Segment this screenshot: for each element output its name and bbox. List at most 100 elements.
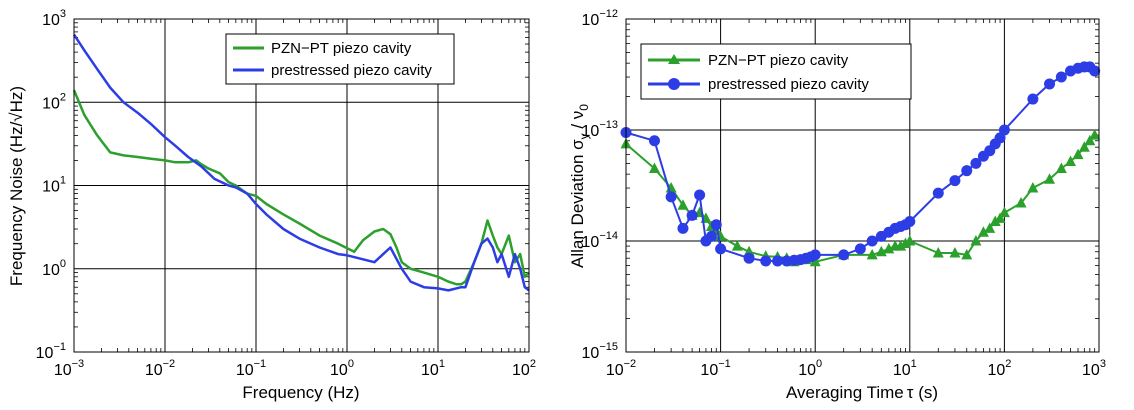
allan-point-prestressed	[772, 255, 784, 267]
allan-point-pzn	[1065, 155, 1077, 167]
allan-point-prestressed	[809, 249, 821, 261]
allan-point-pzn	[1089, 129, 1101, 140]
allan-y-axis-label: Allan Deviation σy / ν0	[568, 104, 591, 268]
allan-point-pzn	[875, 245, 887, 257]
allan-point-prestressed	[838, 249, 850, 261]
noise-x-tick-label: 102	[512, 358, 536, 379]
noise-x-tick-label: 10−3	[54, 358, 84, 379]
noise-legend-label-prestressed: prestressed piezo cavity	[271, 62, 432, 79]
allan-y-tick-label: 10−15	[582, 341, 618, 362]
noise-line-prestressed	[72, 33, 530, 292]
allan-point-prestressed	[1055, 71, 1067, 83]
allan-y-label-sigma: σ	[568, 139, 587, 150]
allan-x-tick-label: 10−1	[700, 358, 730, 379]
allan-x-axis-label: Averaging Time τ (s)	[786, 383, 938, 402]
allan-point-prestressed	[648, 135, 660, 147]
allan-legend-label-prestressed: prestressed piezo cavity	[708, 76, 869, 93]
noise-y-axis-label: Frequency Noise (Hz/√Hz)	[7, 86, 26, 286]
allan-point-prestressed	[686, 209, 698, 221]
allan-point-prestressed	[710, 219, 722, 231]
noise-y-tick-label: 101	[42, 175, 66, 196]
allan-y-label-sub-0: 0	[577, 104, 591, 111]
allan-point-prestressed	[932, 187, 944, 199]
allan-point-prestressed	[904, 215, 916, 227]
allan-x-tick-label: 102	[987, 358, 1011, 379]
noise-x-tick-label: 10−1	[236, 358, 266, 379]
allan-y-tick-label: 10−12	[582, 8, 618, 29]
noise-gridlines	[74, 19, 529, 352]
allan-y-label-sub-y: y	[577, 133, 591, 139]
allan-point-pzn	[1078, 141, 1090, 152]
allan-point-prestressed	[1089, 65, 1101, 77]
allan-point-pzn	[961, 248, 973, 260]
allan-point-prestressed	[743, 252, 755, 264]
noise-x-tick-label: 101	[421, 358, 445, 379]
allan-point-pzn	[1055, 162, 1067, 173]
allan-x-tick-label: 101	[893, 358, 917, 379]
allan-point-pzn	[1015, 196, 1027, 208]
allan-point-prestressed	[961, 165, 973, 177]
noise-plot-frame	[73, 18, 530, 353]
allan-plot-frame	[625, 18, 1100, 353]
noise-y-tick-label: 10−1	[36, 341, 66, 362]
allan-legend-marker-circle	[668, 78, 680, 90]
allan-point-pzn	[648, 162, 660, 173]
allan-tick-labels: 10−2 10−1 100 101 102 103 10−15 10−14 10−13 10−12	[582, 8, 1106, 379]
allan-point-prestressed	[715, 243, 727, 255]
allan-point-prestressed	[665, 191, 677, 203]
noise-x-tick-label: 10−2	[145, 358, 175, 379]
noise-x-tick-label: 100	[330, 358, 354, 379]
allan-point-pzn	[1044, 173, 1056, 184]
allan-point-pzn	[883, 242, 895, 254]
allan-x-label-main: Averaging Time	[786, 383, 904, 402]
allan-point-prestressed	[949, 175, 961, 187]
noise-tick-labels: 10−3 10−2 10−1 100 101 102 10−1 100 101 102 103	[36, 8, 536, 379]
allan-point-prestressed	[854, 243, 866, 255]
allan-point-prestressed	[760, 255, 772, 267]
allan-x-label-tau: τ	[907, 383, 914, 402]
allan-y-label-main: Allan Deviation	[568, 150, 587, 268]
noise-y-tick-label: 103	[42, 8, 66, 29]
allan-x-label-unit: (s)	[913, 383, 938, 402]
allan-x-tick-label: 100	[798, 358, 822, 379]
allan-point-pzn	[904, 235, 916, 246]
allan-point-pzn	[998, 206, 1010, 218]
allan-point-pzn	[977, 226, 989, 237]
noise-legend-label-pzn: PZN−PT piezo cavity	[271, 40, 412, 57]
allan-y-tick-label: 10−14	[582, 230, 618, 251]
allan-legend: PZN−PT piezo cavity prestressed piezo ca…	[640, 43, 912, 100]
noise-x-axis-label: Frequency (Hz)	[242, 383, 359, 402]
noise-line-pzn	[72, 89, 530, 286]
allan-x-tick-label: 10−2	[606, 358, 636, 379]
allan-point-pzn	[984, 222, 996, 233]
allan-point-prestressed	[1044, 78, 1056, 90]
allan-chart: 10−2 10−1 100 101 102 103 10−15 10−14 10−13 10−12…	[568, 8, 1106, 402]
allan-point-prestressed	[677, 222, 689, 234]
allan-point-prestressed	[970, 157, 982, 169]
allan-x-tick-label: 103	[1082, 358, 1106, 379]
allan-y-label-slash: /	[568, 119, 587, 133]
allan-point-pzn	[809, 255, 821, 267]
allan-point-pzn	[989, 215, 1001, 226]
noise-y-tick-label: 100	[42, 258, 66, 279]
allan-point-pzn	[866, 248, 878, 260]
noise-y-tick-label: 102	[42, 91, 66, 112]
allan-legend-box	[640, 43, 912, 100]
allan-point-prestressed	[694, 189, 706, 201]
allan-point-pzn	[994, 212, 1006, 223]
noise-legend: PZN−PT piezo cavity prestressed piezo ca…	[225, 33, 455, 85]
noise-chart: 10−3 10−2 10−1 100 101 102 10−1 100 101 102 103 Fr…	[7, 8, 536, 402]
allan-point-pzn	[1084, 134, 1096, 146]
allan-gridlines	[626, 19, 1099, 352]
allan-point-prestressed	[705, 230, 717, 242]
noise-legend-box	[225, 33, 455, 85]
allan-point-pzn	[677, 199, 689, 210]
allan-point-pzn	[970, 235, 982, 246]
allan-legend-label-pzn: PZN−PT piezo cavity	[708, 52, 849, 69]
noise-series	[72, 33, 530, 292]
allan-point-prestressed	[998, 124, 1010, 136]
allan-series	[620, 61, 1101, 267]
allan-y-label-nu: ν	[568, 111, 587, 120]
